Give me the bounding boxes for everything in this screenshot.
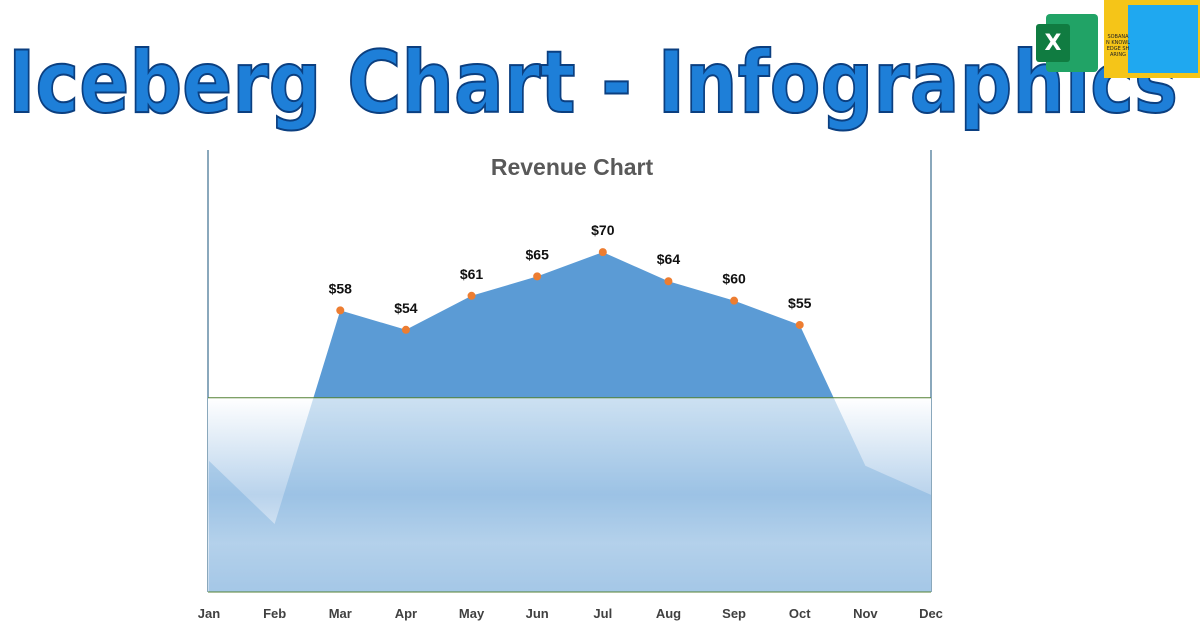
marker <box>401 325 410 334</box>
marker <box>467 291 476 300</box>
marker <box>664 277 673 286</box>
x-tick-label: Mar <box>329 606 352 621</box>
page-title: Iceberg Chart - Infographics <box>8 33 1178 133</box>
x-tick-label: Nov <box>853 606 878 621</box>
logo: SOBANAN KNOWLEDGE SHARING <box>1104 0 1200 78</box>
data-label: $61 <box>460 266 484 282</box>
data-label: $54 <box>394 300 418 316</box>
x-tick-label: Oct <box>789 606 811 621</box>
x-tick-label: Apr <box>395 606 417 621</box>
data-label: $65 <box>526 246 550 262</box>
plot: Jan Feb Mar $58 Apr $54 May $61 Jun $65 Jul $70 Aug $… <box>198 222 943 621</box>
marker <box>795 320 804 329</box>
data-label: $64 <box>657 251 681 267</box>
data-label: $70 <box>591 222 615 238</box>
logo-text: SOBANAN KNOWLEDGE SHARING <box>1106 34 1130 58</box>
chart-title: Revenue Chart <box>491 154 654 180</box>
x-tick-label: Aug <box>656 606 681 621</box>
water <box>208 397 931 592</box>
data-label: $60 <box>722 271 746 287</box>
area-above-water <box>313 252 834 398</box>
data-label: $58 <box>329 280 353 296</box>
excel-icon: X <box>1036 14 1098 72</box>
x-tick-label: Feb <box>263 606 286 621</box>
x-tick-label: Jun <box>526 606 549 621</box>
excel-icon-text: X <box>1045 31 1062 56</box>
marker <box>533 272 542 281</box>
marker <box>730 296 739 305</box>
x-tick-label: Sep <box>722 606 746 621</box>
x-tick-label: Jul <box>593 606 612 621</box>
area-below-water <box>209 397 931 592</box>
x-tick-label: Jan <box>198 606 220 621</box>
x-tick-label: Dec <box>919 606 943 621</box>
marker <box>598 248 607 257</box>
x-tick-label: May <box>459 606 485 621</box>
marker <box>336 306 345 315</box>
data-label: $55 <box>788 295 812 311</box>
